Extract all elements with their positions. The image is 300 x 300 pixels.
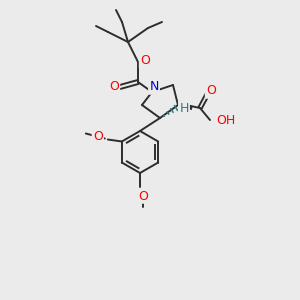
Text: OH: OH bbox=[216, 113, 235, 127]
Text: O: O bbox=[93, 130, 103, 143]
Polygon shape bbox=[178, 105, 192, 110]
Text: H: H bbox=[179, 101, 189, 115]
Text: O: O bbox=[206, 85, 216, 98]
Text: O: O bbox=[138, 190, 148, 202]
Text: O: O bbox=[140, 55, 150, 68]
Text: N: N bbox=[149, 80, 159, 94]
Text: O: O bbox=[109, 80, 119, 92]
